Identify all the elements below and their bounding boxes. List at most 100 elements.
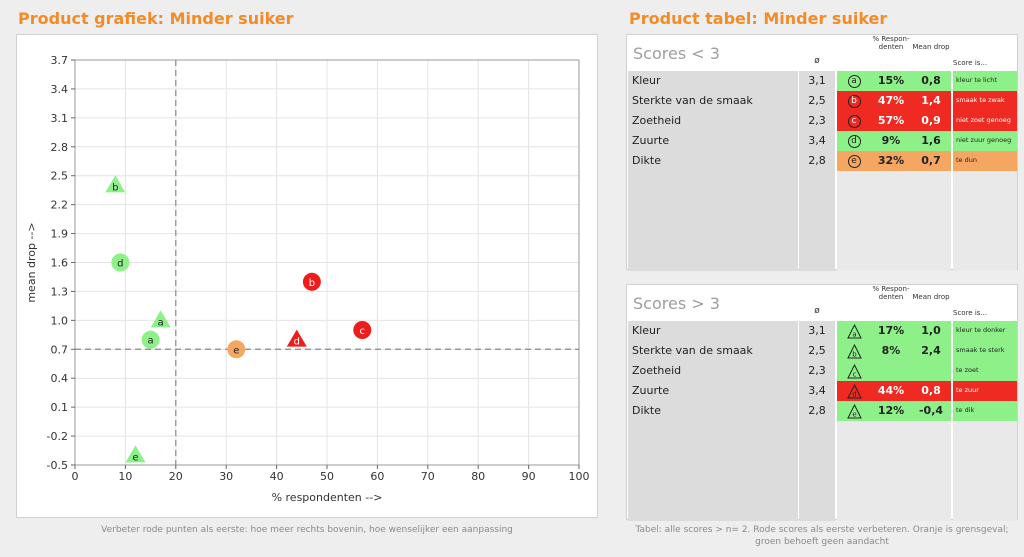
data-point-triangle — [105, 175, 126, 193]
empty-cell — [953, 171, 1017, 191]
mean-drop-cell: 2,4 — [911, 341, 951, 361]
empty-cell — [628, 461, 798, 481]
badge-cell: a — [837, 71, 871, 91]
y-axis-label: mean drop --> — [25, 222, 38, 302]
y-tick-label: 2.2 — [51, 199, 69, 212]
data-point-label: b — [112, 182, 118, 193]
y-tick-label: 1.6 — [51, 257, 69, 270]
badge-circle-icon: c — [847, 114, 861, 128]
empty-cell — [837, 481, 871, 501]
empty-table-row — [627, 421, 1017, 441]
y-tick-label: 2.5 — [51, 170, 69, 183]
badge-triangle-icon: e — [846, 403, 862, 418]
x-tick-label: 70 — [421, 470, 435, 483]
badge-cell: e — [837, 151, 871, 171]
x-tick-label: 10 — [118, 470, 132, 483]
x-tick-label: 0 — [72, 470, 79, 483]
empty-table-row — [627, 211, 1017, 231]
table-row: Dikte 2,8 e 32% 0,7 te dun — [627, 151, 1017, 171]
badge-circle-icon: a — [847, 74, 861, 88]
empty-cell — [871, 211, 911, 231]
average-cell: 3,4 — [799, 381, 835, 401]
mean-drop-cell: 0,9 — [911, 111, 951, 131]
scatter-chart: 0 10 20 30 40 50 60 70 80 90 100 -0.5 -0.2 0.1 0.4 0.7 1… — [25, 54, 590, 504]
percent-cell: 9% — [871, 131, 911, 151]
data-point-triangle — [125, 445, 146, 463]
y-tick-label: 1.9 — [51, 228, 69, 241]
table-name: Scores > 3 — [633, 294, 720, 313]
table-row: Sterkte van de smaak 2,5 b 8% 2,4 smaak te st… — [627, 341, 1017, 361]
empty-cell — [953, 441, 1017, 461]
table-row: Kleur 3,1 a 15% 0,8 kleur te licht — [627, 71, 1017, 91]
x-tick-label: 20 — [169, 470, 183, 483]
badge-triangle-icon: c — [846, 363, 862, 378]
empty-cell — [799, 461, 835, 481]
empty-table-row — [627, 441, 1017, 461]
empty-cell — [953, 501, 1017, 521]
mean-drop-cell: -0,4 — [911, 401, 951, 421]
empty-cell — [871, 231, 911, 251]
empty-cell — [953, 481, 1017, 501]
empty-cell — [911, 251, 951, 271]
data-point-label: a — [148, 336, 154, 347]
empty-table-row — [627, 191, 1017, 211]
percent-cell: 57% — [871, 111, 911, 131]
data-point-label: e — [132, 452, 138, 463]
score-cell: niet zoet genoeg — [953, 111, 1017, 131]
empty-cell — [953, 421, 1017, 441]
table-scores-high: Scores > 3 ø % Respon- denten Mean drop … — [626, 284, 1018, 521]
y-tick-label: 0.7 — [51, 343, 69, 356]
table-row: Zoetheid 2,3 c te zoet — [627, 361, 1017, 381]
y-tick-label: 1.0 — [51, 314, 69, 327]
badge-circle-icon: e — [847, 154, 861, 168]
attribute-cell: Dikte — [628, 151, 798, 171]
empty-cell — [911, 191, 951, 211]
score-cell: niet zuur genoeg — [953, 131, 1017, 151]
empty-cell — [837, 441, 871, 461]
percent-cell: 44% — [871, 381, 911, 401]
empty-cell — [911, 441, 951, 461]
empty-cell — [911, 171, 951, 191]
empty-cell — [911, 231, 951, 251]
empty-cell — [628, 441, 798, 461]
score-cell: te zoet — [953, 361, 1017, 381]
x-tick-label: 30 — [219, 470, 233, 483]
badge-cell: a — [837, 321, 871, 341]
score-cell: smaak te zwak — [953, 91, 1017, 111]
badge-cell: d — [837, 381, 871, 401]
average-cell: 3,1 — [799, 321, 835, 341]
empty-cell — [871, 191, 911, 211]
empty-cell — [628, 171, 798, 191]
table-body: Kleur 3,1 a 17% 1,0 kleur te donker Sterkte va… — [627, 321, 1017, 521]
badge-triangle-icon: d — [846, 383, 862, 398]
table-row: Dikte 2,8 e 12% -0,4 te dik — [627, 401, 1017, 421]
empty-cell — [953, 461, 1017, 481]
data-point-triangle — [286, 329, 307, 347]
mean-drop-cell: 0,7 — [911, 151, 951, 171]
badge-letter: b — [852, 350, 857, 358]
badge-cell: b — [837, 91, 871, 111]
data-point-triangle — [150, 310, 171, 328]
y-tick-label: 3.1 — [51, 112, 69, 125]
empty-cell — [837, 211, 871, 231]
percent-cell: 8% — [871, 341, 911, 361]
empty-cell — [837, 461, 871, 481]
chart-panel: 0 10 20 30 40 50 60 70 80 90 100 -0.5 -0.2 0.1 0.4 0.7 1… — [16, 34, 598, 518]
attribute-cell: Zuurte — [628, 381, 798, 401]
empty-cell — [911, 421, 951, 441]
score-cell: te dik — [953, 401, 1017, 421]
table-header: Scores > 3 ø % Respon- denten Mean drop … — [627, 285, 1017, 321]
score-cell: smaak te sterk — [953, 341, 1017, 361]
attribute-cell: Zoetheid — [628, 361, 798, 381]
average-cell: 2,3 — [799, 111, 835, 131]
empty-cell — [837, 171, 871, 191]
badge-letter: d — [852, 390, 856, 398]
data-point-label: b — [309, 278, 315, 289]
empty-cell — [628, 501, 798, 521]
mean-drop-cell: 1,6 — [911, 131, 951, 151]
table-row: Sterkte van de smaak 2,5 b 47% 1,4 smaak te z… — [627, 91, 1017, 111]
empty-cell — [871, 441, 911, 461]
empty-cell — [799, 211, 835, 231]
attribute-cell: Kleur — [628, 71, 798, 91]
empty-cell — [953, 251, 1017, 271]
